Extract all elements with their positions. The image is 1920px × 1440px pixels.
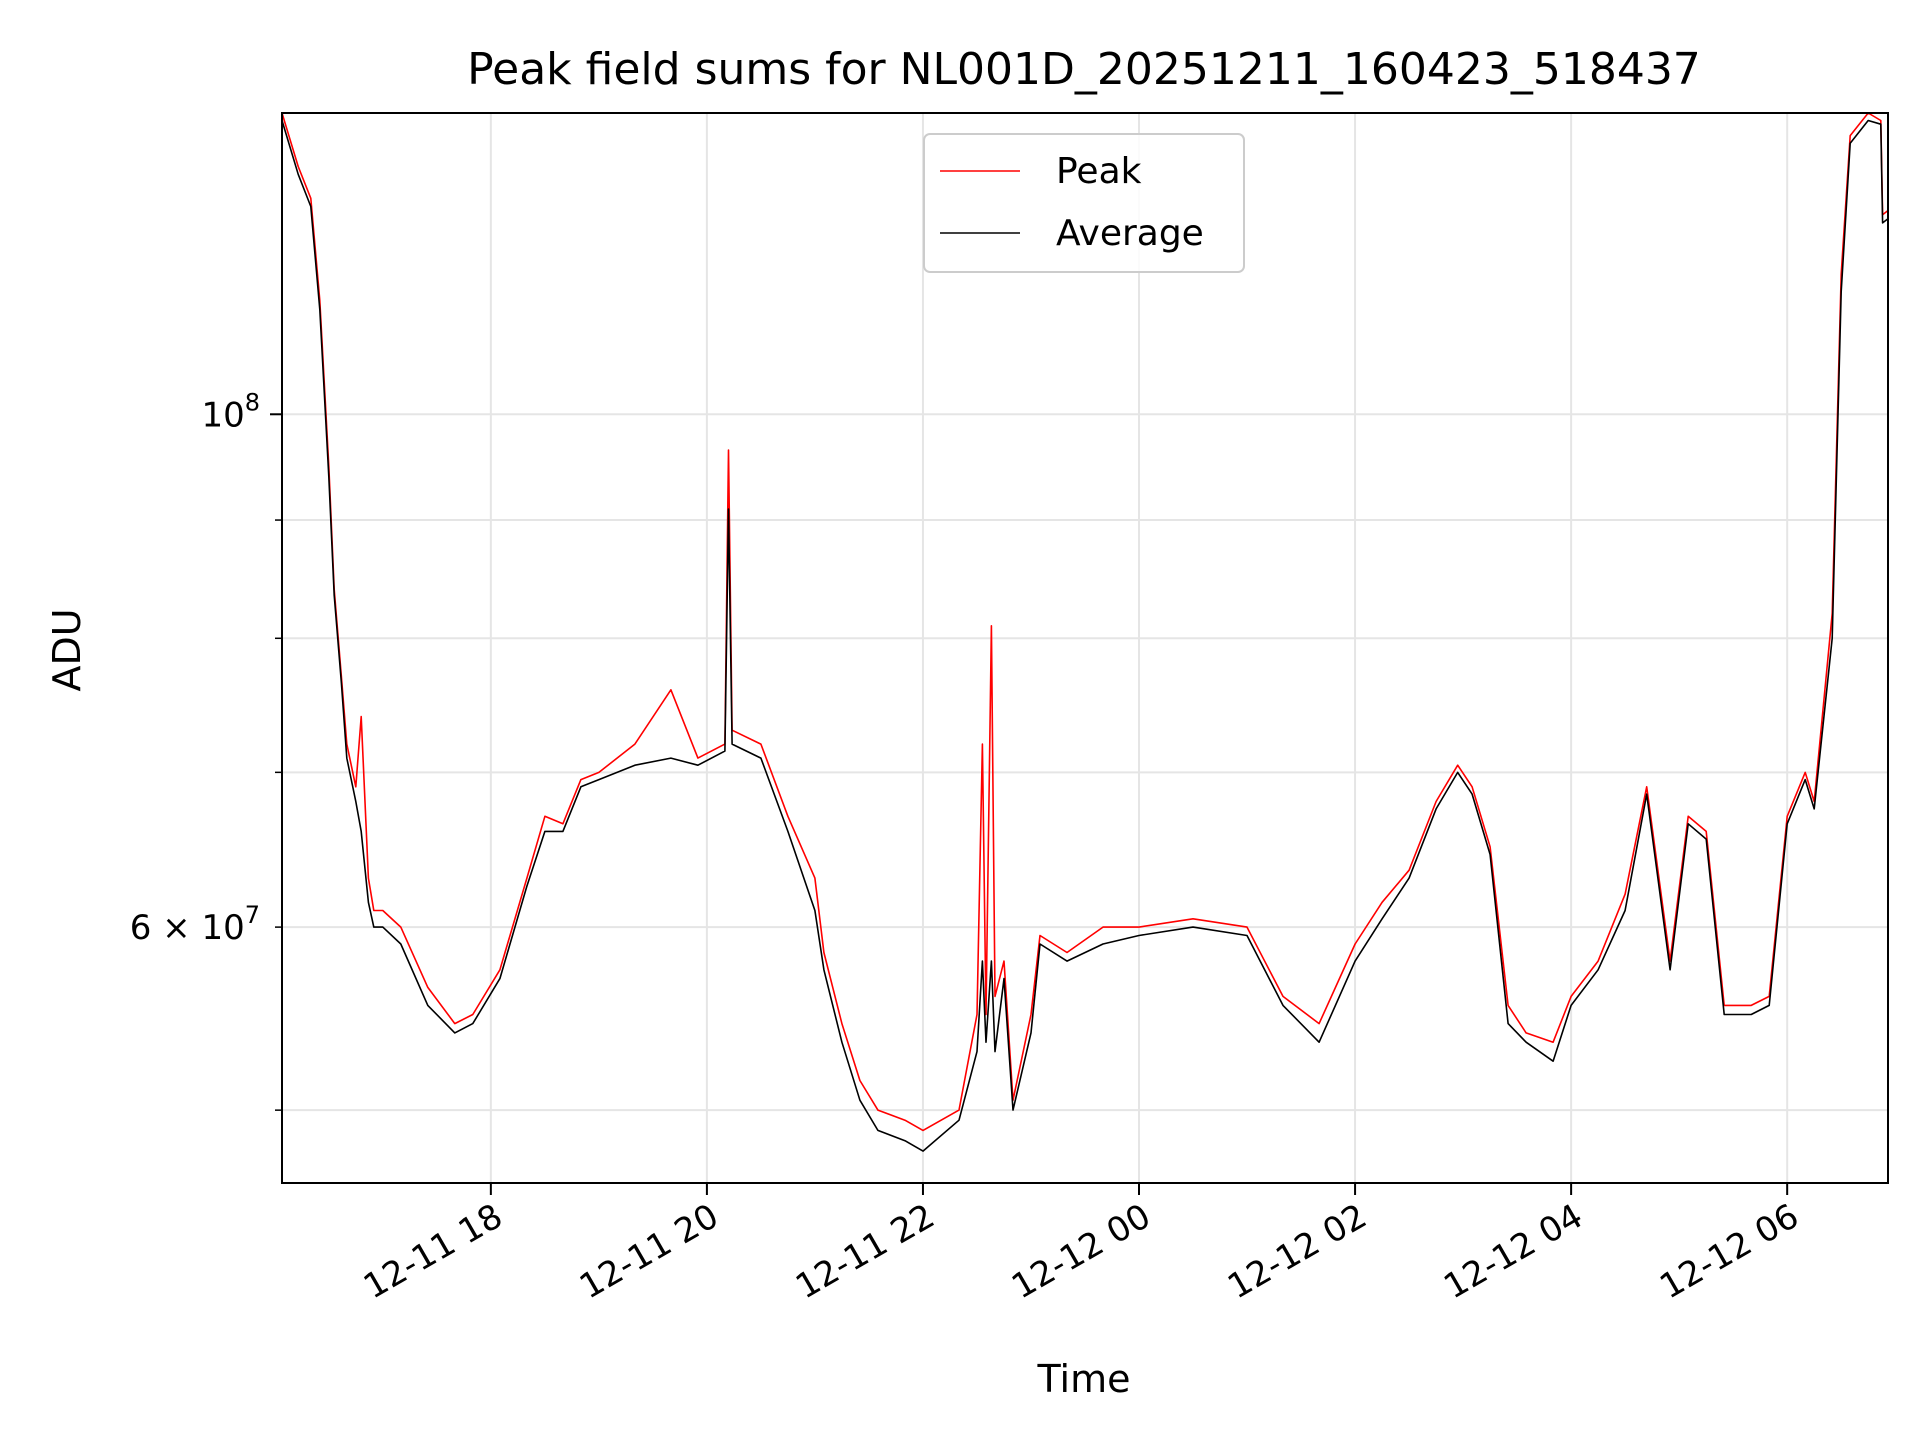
legend-box: [923, 133, 1245, 273]
grid: [282, 113, 1888, 1183]
chart-title: Peak field sums for NL001D_20251211_1604…: [467, 44, 1701, 95]
y-tick-base: 6 × 10: [130, 908, 245, 948]
y-tick-label: 6 × 107: [130, 901, 260, 948]
y-axis-label: ADU: [45, 608, 89, 691]
y-tick-base: 10: [201, 395, 244, 435]
legend: Peak Average: [923, 133, 1245, 273]
series-line-average: [281, 119, 1889, 1152]
series-layer: [281, 112, 1889, 1152]
x-axis-label: Time: [1037, 1357, 1131, 1401]
legend-label: Peak: [1056, 151, 1142, 192]
y-tick-exponent: 7: [245, 901, 260, 929]
legend-label: Average: [1056, 213, 1204, 254]
plot-frame: [281, 112, 1889, 1184]
y-tick-label: 108: [201, 388, 260, 435]
series-line-peak: [281, 112, 1889, 1132]
y-tick-exponent: 8: [245, 388, 260, 416]
